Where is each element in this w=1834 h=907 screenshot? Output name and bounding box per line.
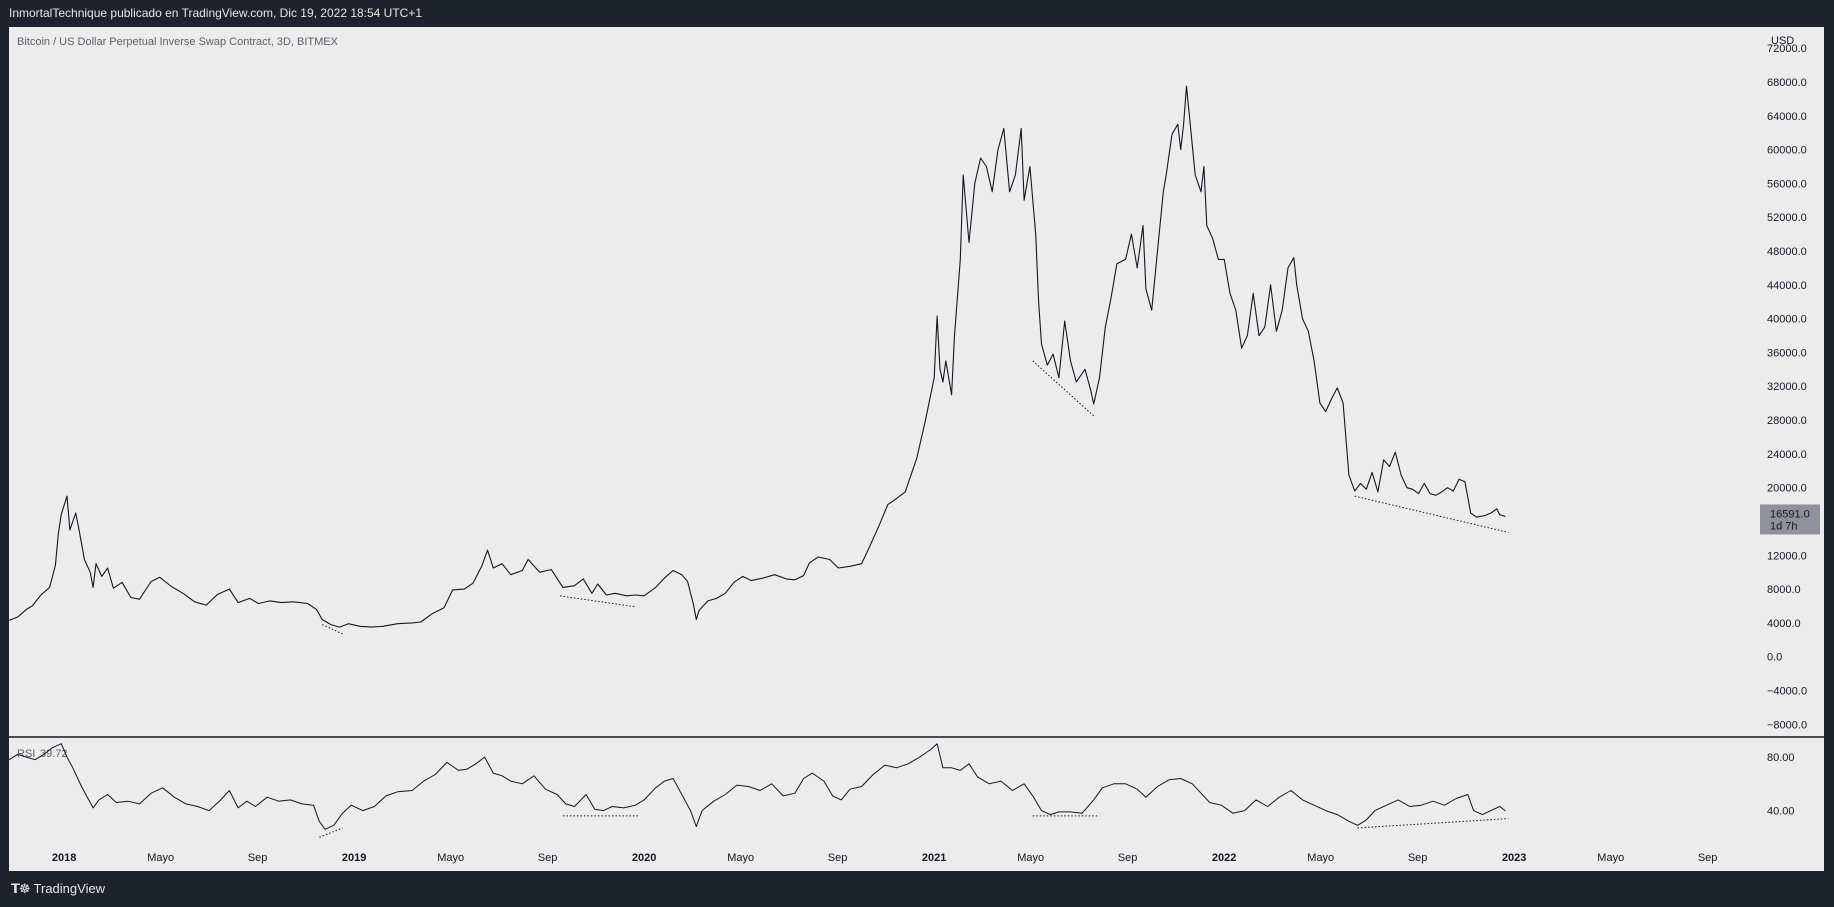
price-tick-label: 72000.0 <box>1767 43 1807 55</box>
trendline <box>559 595 636 608</box>
footer-bar: 𝗧☸ TradingView <box>0 871 1834 907</box>
price-tick-label: 60000.0 <box>1767 145 1807 157</box>
rsi-tick-label: 40.00 <box>1767 806 1795 818</box>
price-series <box>8 85 1506 628</box>
price-tick-label: 56000.0 <box>1767 178 1807 190</box>
price-tick-label: 28000.0 <box>1767 415 1807 427</box>
trendline <box>1354 495 1509 533</box>
last-price-countdown: 1d 7h <box>1770 520 1798 532</box>
price-trendlines <box>322 360 1509 635</box>
price-tick-label: 52000.0 <box>1767 212 1807 224</box>
last-price-tag: 16591.01d 7h <box>1760 504 1820 535</box>
time-tick-label: Sep <box>538 852 558 864</box>
price-tick-label: −8000.0 <box>1767 719 1807 731</box>
rsi-tick-label: 80.00 <box>1767 752 1795 764</box>
time-tick-label: 2019 <box>342 852 366 864</box>
time-tick-label: Mayo <box>147 852 174 864</box>
price-tick-label: 44000.0 <box>1767 280 1807 292</box>
price-line <box>8 85 1506 628</box>
rsi-trendline <box>1357 818 1509 829</box>
rsi-trendlines <box>319 815 1509 838</box>
time-tick-label: 2018 <box>52 852 76 864</box>
time-tick-label: Sep <box>1408 852 1428 864</box>
time-tick-label: Sep <box>1698 852 1718 864</box>
rsi-current-value: 39.72 <box>40 748 68 760</box>
price-tick-label: 24000.0 <box>1767 449 1807 461</box>
rsi-axis[interactable]: 80.00 40.00 <box>1767 752 1795 818</box>
time-tick-label: 2020 <box>632 852 656 864</box>
publisher-header: InmortalTechnique publicado en TradingVi… <box>0 0 1834 27</box>
price-tick-label: 48000.0 <box>1767 246 1807 258</box>
price-tick-label: 64000.0 <box>1767 111 1807 123</box>
price-tick-label: 68000.0 <box>1767 77 1807 89</box>
time-tick-label: Mayo <box>727 852 754 864</box>
time-tick-label: Sep <box>828 852 848 864</box>
time-tick-label: Sep <box>248 852 268 864</box>
time-axis[interactable]: 2018 Mayo Sep 2019 Mayo Sep 2020 Mayo Sep 2021 May… <box>52 852 1718 864</box>
price-tick-label: 36000.0 <box>1767 347 1807 359</box>
time-tick-label: 2021 <box>922 852 946 864</box>
tradingview-logo-icon: 𝗧☸ <box>11 881 31 896</box>
publisher-line: InmortalTechnique publicado en TradingVi… <box>9 6 423 20</box>
rsi-trendline <box>319 827 343 838</box>
brand-name: TradingView <box>33 881 106 896</box>
price-axis[interactable]: 72000.0 68000.0 64000.0 60000.0 56000.0 52000… <box>1767 43 1807 731</box>
last-price-tag-bg <box>1760 504 1820 535</box>
rsi-label: RSI <box>17 748 35 760</box>
time-tick-label: Sep <box>1118 852 1138 864</box>
time-tick-label: 2022 <box>1212 852 1236 864</box>
time-tick-label: 2023 <box>1502 852 1526 864</box>
rsi-line <box>8 743 1506 830</box>
time-tick-label: Mayo <box>1597 852 1624 864</box>
chart-frame[interactable] <box>9 27 1824 871</box>
price-axis-unit: USD <box>1771 35 1794 47</box>
price-tick-label: 0.0 <box>1767 652 1782 664</box>
price-tick-label: −4000.0 <box>1767 686 1807 698</box>
last-price-value: 16591.0 <box>1770 508 1810 520</box>
price-tick-label: 40000.0 <box>1767 314 1807 326</box>
price-tick-label: 20000.0 <box>1767 483 1807 495</box>
price-tick-label: 8000.0 <box>1767 584 1801 596</box>
chart-title: Bitcoin / US Dollar Perpetual Inverse Sw… <box>17 36 339 48</box>
time-tick-label: Mayo <box>1307 852 1334 864</box>
time-tick-label: Mayo <box>1017 852 1044 864</box>
tradingview-logo[interactable]: 𝗧☸ TradingView <box>11 871 105 907</box>
trendline <box>322 624 343 635</box>
time-tick-label: Mayo <box>437 852 464 864</box>
price-tick-label: 4000.0 <box>1767 618 1801 630</box>
rsi-series <box>8 743 1506 830</box>
price-tick-label: 12000.0 <box>1767 550 1807 562</box>
price-tick-label: 32000.0 <box>1767 381 1807 393</box>
